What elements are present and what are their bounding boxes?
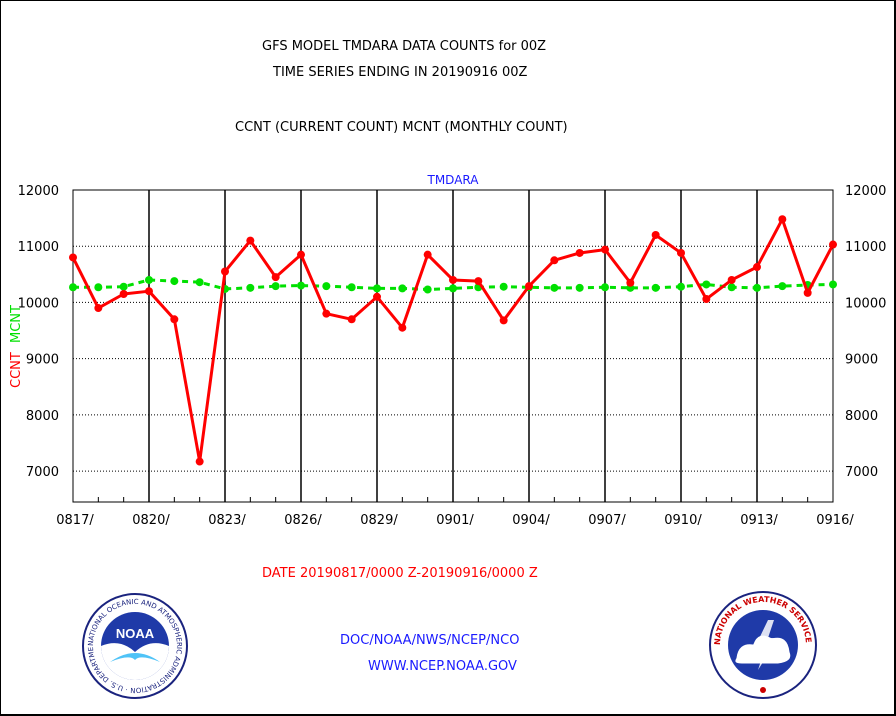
data-point-mcnt: [778, 282, 787, 291]
date-range-label: DATE 20190817/0000 Z-20190916/0000 Z: [262, 566, 538, 581]
data-point-ccnt: [499, 316, 508, 325]
data-point-mcnt: [499, 282, 508, 291]
y-tick-label-left: 10000: [18, 296, 59, 311]
data-point-mcnt: [69, 283, 77, 292]
data-point-ccnt: [170, 315, 179, 324]
data-point-mcnt: [753, 283, 761, 292]
data-point-ccnt: [322, 309, 331, 318]
data-point-ccnt: [347, 315, 356, 324]
data-point-ccnt: [651, 230, 660, 239]
data-point-ccnt: [601, 245, 609, 254]
y-tick-label-left: 11000: [18, 240, 59, 255]
y-axis-label-ccnt: CCNT: [9, 352, 24, 388]
y-tick-label-right: 10000: [845, 296, 886, 311]
noaa-logo-text: NOAA: [116, 626, 155, 641]
data-point-mcnt: [246, 283, 255, 292]
data-point-mcnt: [550, 283, 559, 292]
y-tick-label-left: 9000: [26, 353, 59, 368]
data-point-ccnt: [550, 256, 559, 265]
x-tick-label: 0916/: [816, 513, 854, 528]
data-point-mcnt: [829, 280, 837, 289]
y-tick-label-right: 12000: [845, 184, 886, 199]
data-point-mcnt: [398, 284, 407, 293]
data-point-mcnt: [170, 277, 179, 286]
data-point-mcnt: [271, 282, 280, 291]
y-tick-label-right: 8000: [845, 409, 878, 424]
data-point-ccnt: [803, 288, 812, 297]
data-point-ccnt: [69, 253, 77, 262]
x-tick-label: 0826/: [284, 513, 322, 528]
data-point-ccnt: [829, 240, 837, 249]
nws-logo: NATIONAL WEATHER SERVICE: [709, 591, 817, 699]
data-point-ccnt: [271, 273, 280, 282]
data-point-mcnt: [449, 284, 457, 293]
data-point-ccnt: [727, 275, 736, 284]
x-tick-label: 0829/: [360, 513, 398, 528]
data-point-mcnt: [119, 282, 128, 291]
data-point-mcnt: [702, 280, 711, 289]
data-point-ccnt: [398, 323, 407, 332]
data-point-mcnt: [575, 283, 584, 292]
data-point-ccnt: [449, 275, 457, 284]
data-point-ccnt: [246, 236, 255, 245]
y-axis-label-mcnt: MCNT: [9, 305, 24, 343]
x-tick-label: 0907/: [588, 513, 626, 528]
data-point-ccnt: [221, 267, 229, 276]
data-point-ccnt: [119, 290, 128, 298]
data-point-ccnt: [753, 263, 761, 272]
y-tick-label-right: 9000: [845, 353, 878, 368]
data-point-ccnt: [195, 457, 204, 466]
credit-line-1: DOC/NOAA/NWS/NCEP/NCO: [340, 633, 520, 648]
data-point-mcnt: [322, 282, 331, 291]
data-point-ccnt: [145, 287, 153, 296]
chart-title-line1: GFS MODEL TMDARA DATA COUNTS for 00Z: [262, 39, 547, 54]
data-point-mcnt: [727, 283, 736, 292]
data-point-ccnt: [373, 292, 381, 301]
data-point-ccnt: [677, 248, 685, 257]
data-point-mcnt: [94, 283, 103, 292]
y-tick-label-right: 11000: [845, 240, 886, 255]
x-tick-label: 0823/: [208, 513, 246, 528]
x-tick-label: 0913/: [740, 513, 778, 528]
x-tick-label: 0820/: [132, 513, 170, 528]
data-point-mcnt: [601, 283, 609, 292]
y-tick-label-right: 7000: [845, 465, 878, 480]
data-point-mcnt: [347, 283, 356, 292]
data-point-ccnt: [423, 250, 432, 259]
x-tick-label: 0910/: [664, 513, 702, 528]
data-point-mcnt: [145, 275, 153, 284]
credit-line-2: WWW.NCEP.NOAA.GOV: [368, 659, 517, 674]
data-point-ccnt: [626, 278, 635, 287]
data-point-ccnt: [94, 304, 103, 313]
x-tick-label: 0901/: [436, 513, 474, 528]
data-point-mcnt: [423, 285, 432, 294]
noaa-logo: NATIONAL OCEANIC AND ATMOSPHERIC ADMINIS…: [80, 592, 188, 699]
y-tick-label-left: 7000: [26, 465, 59, 480]
data-point-mcnt: [651, 283, 660, 292]
y-tick-label-left: 8000: [26, 409, 59, 424]
x-tick-label: 0904/: [512, 513, 550, 528]
y-tick-label-left: 12000: [18, 184, 59, 199]
data-point-ccnt: [702, 295, 711, 304]
data-point-ccnt: [575, 248, 584, 257]
chart-title-line2: TIME SERIES ENDING IN 20190916 00Z: [273, 65, 528, 80]
data-point-ccnt: [525, 282, 533, 291]
data-point-mcnt: [677, 282, 685, 291]
chart-subtitle: CCNT (CURRENT COUNT) MCNT (MONTHLY COUNT…: [235, 120, 568, 135]
data-point-ccnt: [474, 277, 483, 286]
data-point-mcnt: [195, 278, 204, 287]
plot-title: TMDARA: [427, 173, 480, 187]
data-point-ccnt: [778, 215, 787, 224]
data-point-mcnt: [297, 281, 305, 290]
x-tick-label: 0817/: [56, 513, 94, 528]
data-point-mcnt: [373, 284, 381, 293]
data-point-ccnt: [297, 250, 305, 259]
